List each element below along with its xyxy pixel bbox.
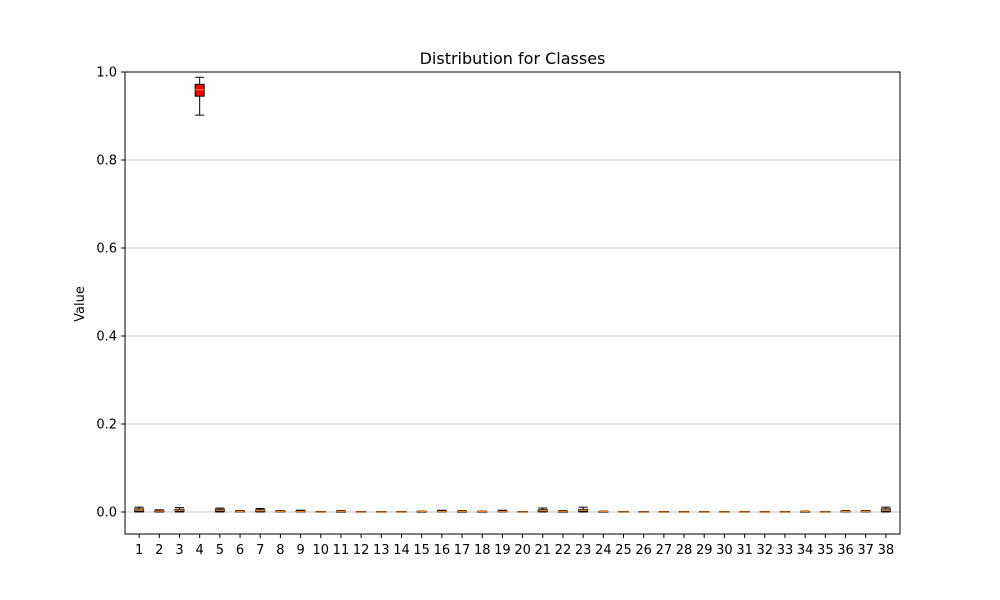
box-34 [800, 510, 811, 513]
x-tick-label: 19 [494, 543, 511, 558]
box-3 [174, 507, 185, 513]
box-25 [618, 511, 629, 513]
box-24 [598, 510, 609, 513]
x-tick-label: 3 [175, 543, 183, 558]
box-21 [537, 507, 548, 513]
box-13 [376, 511, 387, 513]
x-axis-ticks: 1 2 3 4 5 6 7 8 9 10 11 12 13 14 15 16 17 18 19 20 21 22 23 24 2… [135, 534, 894, 558]
box-1 [134, 506, 145, 513]
x-tick-label: 29 [696, 543, 713, 558]
y-tick-label: 0.6 [96, 242, 117, 257]
box-17 [457, 510, 468, 513]
y-tick-label: 0.4 [96, 330, 117, 345]
x-tick-label: 15 [413, 543, 430, 558]
x-tick-label: 33 [777, 543, 794, 558]
x-tick-label: 8 [276, 543, 284, 558]
box-series [134, 76, 891, 513]
box-20 [517, 511, 528, 513]
x-tick-label: 30 [716, 543, 733, 558]
box-35 [820, 511, 831, 513]
x-tick-label: 12 [353, 543, 370, 558]
x-tick-label: 27 [656, 543, 673, 558]
box-11 [335, 510, 346, 513]
box-12 [356, 511, 367, 513]
x-tick-label: 31 [736, 543, 753, 558]
x-tick-label: 11 [333, 543, 350, 558]
x-tick-label: 21 [535, 543, 552, 558]
x-tick-label: 4 [196, 543, 204, 558]
chart-title: Distribution for Classes [420, 49, 606, 68]
box-2 [154, 509, 165, 513]
box-10 [315, 511, 326, 513]
box-31 [739, 511, 750, 513]
box-29 [699, 511, 710, 513]
x-tick-label: 20 [514, 543, 531, 558]
box-16 [436, 509, 447, 513]
box-8 [275, 510, 286, 513]
box-38 [880, 506, 891, 513]
x-tick-label: 23 [575, 543, 592, 558]
grid-lines [125, 71, 900, 513]
x-tick-label: 32 [757, 543, 774, 558]
plot-frame [124, 71, 901, 535]
x-tick-label: 22 [555, 543, 572, 558]
y-tick-label: 0.8 [96, 154, 117, 169]
x-tick-label: 26 [635, 543, 652, 558]
x-tick-label: 9 [296, 543, 304, 558]
box-28 [679, 511, 690, 513]
x-tick-label: 34 [797, 543, 814, 558]
x-tick-label: 35 [817, 543, 834, 558]
x-tick-label: 16 [434, 543, 451, 558]
box-30 [719, 511, 730, 513]
box-15 [416, 510, 427, 513]
y-axis-ticks: 0.0 0.2 0.4 0.6 0.8 1.0 [96, 66, 125, 521]
y-tick-label: 0.0 [96, 506, 117, 521]
box-37 [860, 510, 871, 513]
x-tick-label: 1 [135, 543, 143, 558]
x-tick-label: 18 [474, 543, 491, 558]
x-tick-label: 14 [393, 543, 410, 558]
box-36 [840, 510, 851, 513]
x-tick-label: 2 [155, 543, 163, 558]
box-27 [658, 511, 669, 513]
box-body [194, 83, 205, 97]
box-6 [235, 510, 246, 513]
x-tick-label: 5 [216, 543, 224, 558]
box-5 [214, 507, 225, 513]
x-tick-label: 25 [615, 543, 632, 558]
box-33 [779, 511, 790, 513]
box-9 [295, 509, 306, 513]
x-tick-label: 37 [857, 543, 874, 558]
x-tick-label: 24 [595, 543, 612, 558]
y-tick-label: 0.2 [96, 418, 117, 433]
box-26 [638, 511, 649, 513]
box-23 [578, 506, 589, 513]
box-19 [497, 509, 508, 513]
box-14 [396, 511, 407, 513]
box-32 [759, 511, 770, 513]
box-18 [477, 510, 488, 513]
x-tick-label: 36 [837, 543, 854, 558]
box-22 [557, 510, 568, 513]
x-tick-label: 10 [312, 543, 329, 558]
box-7 [255, 507, 266, 513]
x-tick-label: 17 [454, 543, 471, 558]
y-tick-label: 1.0 [96, 66, 117, 81]
y-axis-label: Value [73, 286, 88, 322]
x-tick-label: 6 [236, 543, 244, 558]
x-tick-label: 38 [878, 543, 895, 558]
box-4 [194, 76, 205, 116]
x-tick-label: 28 [676, 543, 693, 558]
x-tick-label: 13 [373, 543, 390, 558]
x-tick-label: 7 [256, 543, 264, 558]
